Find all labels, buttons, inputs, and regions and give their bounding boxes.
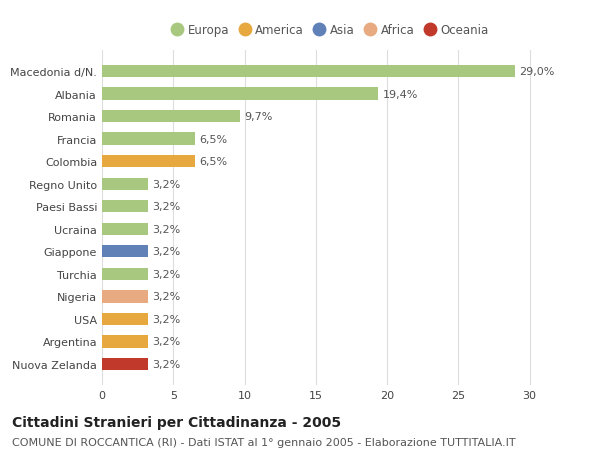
Text: COMUNE DI ROCCANTICA (RI) - Dati ISTAT al 1° gennaio 2005 - Elaborazione TUTTITA: COMUNE DI ROCCANTICA (RI) - Dati ISTAT a…	[12, 437, 515, 447]
Text: 6,5%: 6,5%	[199, 157, 227, 167]
Bar	[102, 88, 379, 101]
Legend: Europa, America, Asia, Africa, Oceania: Europa, America, Asia, Africa, Oceania	[167, 20, 493, 42]
Bar	[102, 66, 515, 78]
Bar	[102, 313, 148, 325]
Text: 3,2%: 3,2%	[152, 202, 180, 212]
Bar	[102, 268, 148, 280]
Bar	[102, 336, 148, 348]
Text: 3,2%: 3,2%	[152, 224, 180, 234]
Text: 3,2%: 3,2%	[152, 359, 180, 369]
Bar	[102, 156, 194, 168]
Bar	[102, 133, 194, 146]
Bar	[102, 223, 148, 235]
Bar	[102, 246, 148, 258]
Text: 29,0%: 29,0%	[520, 67, 555, 77]
Text: 6,5%: 6,5%	[199, 134, 227, 144]
Text: 3,2%: 3,2%	[152, 314, 180, 324]
Bar	[102, 178, 148, 190]
Text: Cittadini Stranieri per Cittadinanza - 2005: Cittadini Stranieri per Cittadinanza - 2…	[12, 415, 341, 429]
Text: 3,2%: 3,2%	[152, 269, 180, 279]
Bar	[102, 358, 148, 370]
Bar	[102, 201, 148, 213]
Text: 3,2%: 3,2%	[152, 292, 180, 302]
Bar	[102, 111, 240, 123]
Text: 3,2%: 3,2%	[152, 337, 180, 347]
Bar	[102, 291, 148, 303]
Text: 9,7%: 9,7%	[245, 112, 273, 122]
Text: 3,2%: 3,2%	[152, 179, 180, 189]
Text: 3,2%: 3,2%	[152, 247, 180, 257]
Text: 19,4%: 19,4%	[383, 90, 418, 99]
